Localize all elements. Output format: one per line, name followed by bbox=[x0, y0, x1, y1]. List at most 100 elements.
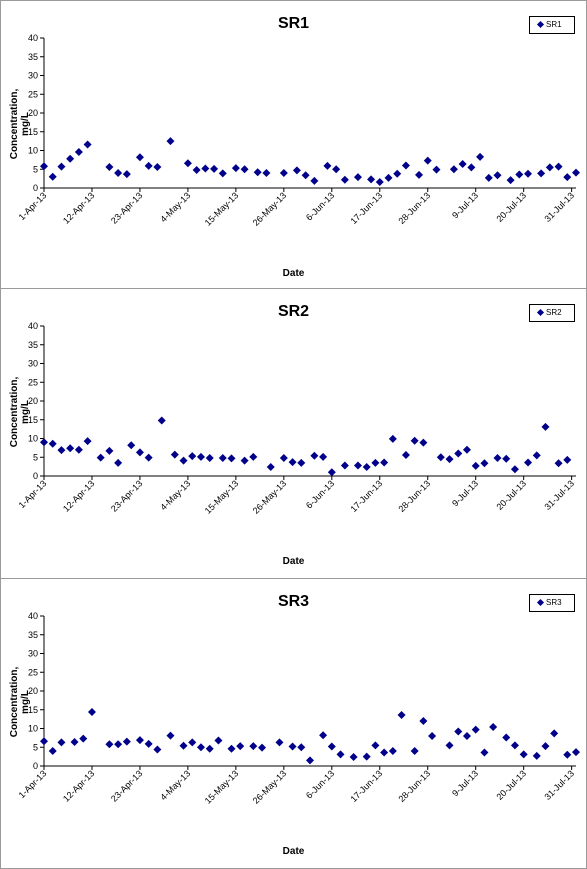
data-point bbox=[48, 172, 57, 181]
data-point bbox=[532, 751, 541, 760]
legend-marker-icon bbox=[536, 20, 545, 29]
data-point bbox=[519, 750, 528, 759]
chart-panel-sr1: SR1 0 5 10 15 20 25 30 35 40 1-Apr-13 12-Apr-13 23-… bbox=[0, 0, 587, 289]
data-point bbox=[57, 162, 66, 171]
data-point bbox=[506, 176, 515, 185]
data-point bbox=[484, 173, 493, 182]
data-point bbox=[40, 162, 48, 171]
x-tick-label: 20-Jul-13 bbox=[494, 190, 528, 224]
legend: SR2 bbox=[529, 304, 575, 322]
data-point bbox=[114, 169, 123, 177]
y-tick-label: 15 bbox=[28, 705, 38, 715]
x-tick-label: 26-May-13 bbox=[251, 478, 288, 515]
data-point bbox=[87, 708, 96, 716]
x-tick-label: 17-Jun-13 bbox=[348, 478, 384, 514]
legend-marker-icon bbox=[536, 308, 545, 317]
data-point bbox=[510, 741, 519, 750]
chart-title: SR2 bbox=[277, 303, 310, 320]
data-point bbox=[153, 163, 162, 171]
data-point bbox=[319, 452, 328, 461]
y-axis-label: Concentration, mg/L bbox=[9, 666, 31, 738]
y-tick-label: 25 bbox=[28, 89, 38, 99]
x-tick-label: 6-Jun-13 bbox=[304, 478, 336, 510]
data-point bbox=[476, 152, 485, 161]
data-point bbox=[196, 743, 205, 752]
data-point bbox=[188, 738, 197, 747]
x-tick-label: 26-May-13 bbox=[251, 190, 288, 227]
data-point bbox=[48, 439, 57, 448]
legend-label: SR3 bbox=[546, 598, 562, 607]
data-point bbox=[66, 154, 75, 163]
data-point bbox=[462, 732, 471, 740]
data-point bbox=[205, 744, 214, 753]
data-point bbox=[105, 446, 114, 455]
data-point bbox=[419, 717, 428, 725]
y-tick-label: 30 bbox=[28, 71, 38, 81]
y-tick-label: 15 bbox=[28, 127, 38, 137]
y-tick-label: 30 bbox=[28, 649, 38, 659]
data-point bbox=[410, 747, 419, 755]
data-point bbox=[384, 173, 393, 182]
x-tick-label: 26-May-13 bbox=[251, 768, 288, 805]
chart-title: SR3 bbox=[277, 593, 310, 610]
data-point bbox=[428, 732, 437, 740]
y-tick-label: 35 bbox=[28, 340, 38, 350]
data-point bbox=[218, 169, 227, 178]
y-tick-label: 15 bbox=[28, 415, 38, 425]
data-point bbox=[502, 454, 511, 463]
data-point bbox=[70, 738, 79, 746]
data-point bbox=[340, 175, 349, 184]
data-point bbox=[524, 458, 533, 467]
data-point bbox=[292, 166, 301, 175]
data-point bbox=[353, 461, 362, 470]
x-tick-label: 4-May-13 bbox=[158, 190, 192, 224]
y-tick-label: 40 bbox=[28, 33, 38, 43]
data-point bbox=[144, 161, 153, 170]
data-point bbox=[114, 458, 123, 467]
data-point bbox=[40, 438, 48, 447]
y-tick-label: 5 bbox=[33, 452, 38, 462]
y-tick-label: 0 bbox=[33, 761, 38, 771]
data-point bbox=[262, 169, 271, 177]
data-point bbox=[135, 153, 144, 162]
legend: SR1 bbox=[529, 16, 575, 34]
data-point bbox=[227, 454, 236, 463]
data-point bbox=[415, 170, 424, 179]
data-point bbox=[48, 747, 57, 755]
data-point bbox=[502, 733, 511, 742]
y-tick-label: 0 bbox=[33, 183, 38, 193]
data-point bbox=[510, 465, 519, 474]
data-point bbox=[572, 168, 580, 177]
chart-title: SR1 bbox=[277, 15, 310, 32]
x-tick-label: 31-Jul-13 bbox=[542, 768, 576, 802]
data-point bbox=[480, 459, 489, 468]
data-point bbox=[323, 161, 332, 170]
data-point bbox=[410, 436, 419, 445]
y-tick-label: 30 bbox=[28, 359, 38, 369]
data-point bbox=[288, 458, 297, 467]
data-point bbox=[297, 458, 306, 467]
y-tick-label: 20 bbox=[28, 396, 38, 406]
x-tick-label: 23-Apr-13 bbox=[109, 768, 144, 803]
data-point bbox=[218, 454, 227, 462]
data-point bbox=[249, 742, 258, 751]
data-point bbox=[537, 169, 546, 178]
data-point bbox=[83, 140, 92, 149]
scatter-plot-sr1: 0 5 10 15 20 25 30 35 40 1-Apr-13 12-Apr-13 23-Apr-… bbox=[17, 33, 580, 228]
legend-label: SR1 bbox=[546, 20, 562, 29]
y-tick-label: 10 bbox=[28, 146, 38, 156]
data-point bbox=[353, 173, 362, 182]
data-point bbox=[332, 165, 341, 174]
data-point bbox=[397, 711, 406, 719]
data-point bbox=[249, 452, 258, 461]
x-tick-label: 1-Apr-13 bbox=[17, 190, 49, 222]
data-point bbox=[188, 452, 197, 461]
data-point bbox=[275, 738, 284, 747]
x-tick-label: 12-Apr-13 bbox=[61, 190, 96, 225]
data-point bbox=[57, 446, 66, 455]
x-tick-label: 17-Jun-13 bbox=[348, 768, 384, 804]
data-point bbox=[480, 748, 489, 757]
data-point bbox=[74, 148, 83, 156]
data-point bbox=[563, 455, 572, 464]
x-tick-label: 1-Apr-13 bbox=[17, 478, 49, 510]
